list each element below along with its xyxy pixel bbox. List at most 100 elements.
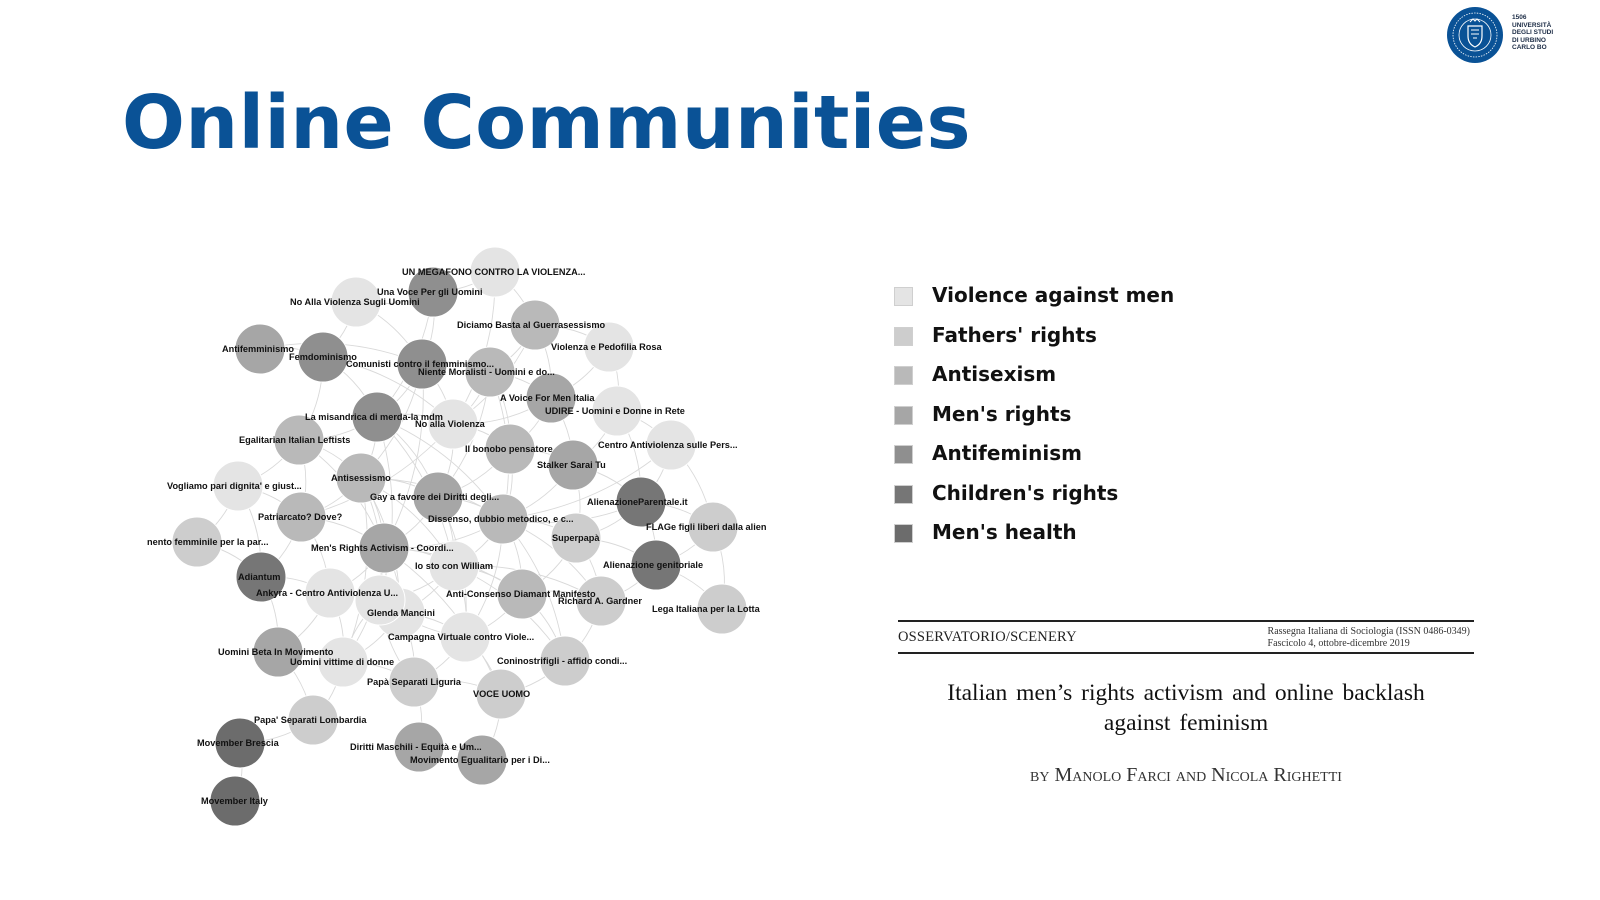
network-node-label: Uomini Beta In Movimento: [218, 647, 334, 657]
legend-swatch: [894, 445, 913, 464]
journal-name: Rassegna Italiana di Sociologia (ISSN 04…: [1267, 626, 1470, 637]
community-network-graph: UN MEGAFONO CONTRO LA VIOLENZA... Una Voc…: [147, 246, 767, 827]
paper-title: Italian men’s rights activism and online…: [898, 678, 1474, 738]
network-node-label: Il bonobo pensatore: [465, 444, 553, 454]
page-title: Online Communities: [122, 80, 972, 166]
header-rule: [898, 620, 1474, 622]
network-node: [407, 266, 459, 318]
network-node: [496, 568, 548, 620]
network-node-label: Ankyra - Centro Antiviolenza U...: [256, 588, 398, 598]
network-node: [575, 575, 627, 627]
legend-swatch: [894, 326, 913, 346]
network-node: [439, 611, 491, 663]
network-node-label: Antisessismo: [331, 473, 391, 483]
network-node-label: Richard A. Gardner: [558, 596, 642, 606]
network-node-label: No alla Violenza: [415, 419, 486, 429]
network-node-label: A Voice For Men Italia: [500, 393, 595, 403]
university-logo: 1506 UNIVERSITÀ DEGLI STUDI DI URBINO CA…: [1446, 6, 1596, 68]
network-node-label: Femdominismo: [289, 352, 357, 362]
network-node-label: Movember Brescia: [197, 738, 280, 748]
network-edge: [383, 363, 424, 549]
paper-authors: by Manolo Farci and Nicola Righetti: [1030, 764, 1342, 786]
network-node-label: Vogliamo pari dignita' e giust...: [167, 481, 302, 491]
network-node-label: Anti-Consenso Diamant Manifesto: [446, 589, 596, 599]
network-node-label: FLAGe figli liberi dalla alien: [646, 522, 767, 532]
network-node-label: Movimento Egualitario per i Di...: [410, 755, 550, 765]
network-node: [297, 331, 349, 383]
network-node: [583, 321, 635, 373]
network-node: [615, 476, 667, 528]
network-node: [550, 512, 602, 564]
network-node: [396, 338, 448, 390]
paper-title-line: against feminism: [1103, 710, 1269, 736]
network-node: [696, 583, 748, 635]
network-node-label: Io sto con William: [415, 561, 493, 571]
network-node-label: Superpapà: [552, 533, 600, 543]
legend-label: Men's health: [932, 520, 1077, 544]
network-node-label: Papà Separati Liguria: [367, 677, 462, 687]
network-node: [509, 299, 561, 351]
network-node-label: Papa' Separati Lombardia: [254, 715, 367, 725]
network-node: [335, 452, 387, 504]
university-name-line: DEGLI STUDI: [1512, 29, 1554, 36]
network-node: [464, 346, 516, 398]
paper-title-line: Italian men’s rights activism and online…: [947, 680, 1425, 706]
network-node: [388, 656, 440, 708]
network-node: [539, 635, 591, 687]
header-rule: [898, 652, 1474, 654]
legend-swatch: [894, 524, 913, 543]
legend-swatch: [894, 287, 913, 306]
network-node: [235, 551, 287, 603]
network-node: [645, 419, 697, 471]
legend-swatch: [894, 366, 913, 385]
network-labels: UN MEGAFONO CONTRO LA VIOLENZA... Una Voc…: [147, 267, 767, 806]
network-node-label: Lega Italiana per la Lotta: [652, 604, 761, 614]
network-node: [287, 694, 339, 746]
network-node-label: Antifemminismo: [222, 344, 294, 354]
network-node-label: Diritti Maschili - Equità e Um...: [350, 742, 482, 752]
network-node-label: Egalitarian Italian Leftists: [239, 435, 350, 445]
network-node-label: Patriarcato? Dove?: [258, 512, 343, 522]
network-node: [428, 540, 480, 592]
network-node: [273, 414, 325, 466]
network-node: [393, 721, 445, 773]
network-node-label: La misandrica di merda-la mdm: [305, 412, 443, 422]
legend-label: Violence against men: [932, 283, 1175, 307]
journal-issue: Fascicolo 4, ottobre-dicembre 2019: [1267, 638, 1410, 649]
network-node: [475, 668, 527, 720]
network-node: [427, 398, 479, 450]
network-node: [304, 567, 356, 619]
paper-section: OSSERVATORIO/SCENERY: [898, 629, 1077, 645]
network-node-label: Movember Italy: [201, 796, 269, 806]
network-node-label: UN MEGAFONO CONTRO LA VIOLENZA...: [402, 267, 585, 277]
network-node-label: Glenda Mancini: [367, 608, 435, 618]
network-node-label: nento femminile per la par...: [147, 537, 269, 547]
network-node: [591, 385, 643, 437]
legend-label: Antisexism: [932, 362, 1057, 386]
network-node-label: Comunisti contro il femminismo...: [346, 359, 494, 369]
network-node-label: Campagna Virtuale contro Viole...: [388, 632, 534, 642]
network-node-label: Stalker Sarai Tu: [537, 460, 606, 470]
legend-label: Men's rights: [932, 401, 1072, 426]
network-node-label: No Alla Violenza Sugli Uomini: [290, 297, 420, 307]
network-node-label: Men's Rights Activism - Coordi...: [311, 543, 454, 553]
legend-swatch: [894, 405, 913, 425]
network-node: [354, 574, 406, 626]
network-node: [171, 516, 223, 568]
network-node: [351, 391, 403, 443]
network-node-label: Centro Antiviolenza sulle Pers...: [598, 440, 738, 450]
network-node-label: Coninostrifigli - affido condi...: [497, 656, 627, 666]
journal-info: Rassegna Italiana di Sociologia (ISSN 04…: [1268, 626, 1470, 650]
university-name-line: CARLO BO: [1512, 44, 1547, 51]
network-node: [547, 439, 599, 491]
network-node: [469, 246, 521, 298]
network-node: [214, 717, 266, 769]
network-edge: [342, 477, 368, 663]
legend-label: Antifeminism: [932, 441, 1082, 465]
network-node-label: Diciamo Basta al Guerrasessismo: [457, 320, 605, 330]
network-node: [252, 626, 304, 678]
network-node-label: Niente Moralisti - Uomini e do...: [418, 367, 555, 377]
network-node-label: Dissenso, dubbio metodico, e c...: [428, 514, 574, 524]
network-node: [330, 276, 382, 328]
network-node: [234, 323, 286, 375]
